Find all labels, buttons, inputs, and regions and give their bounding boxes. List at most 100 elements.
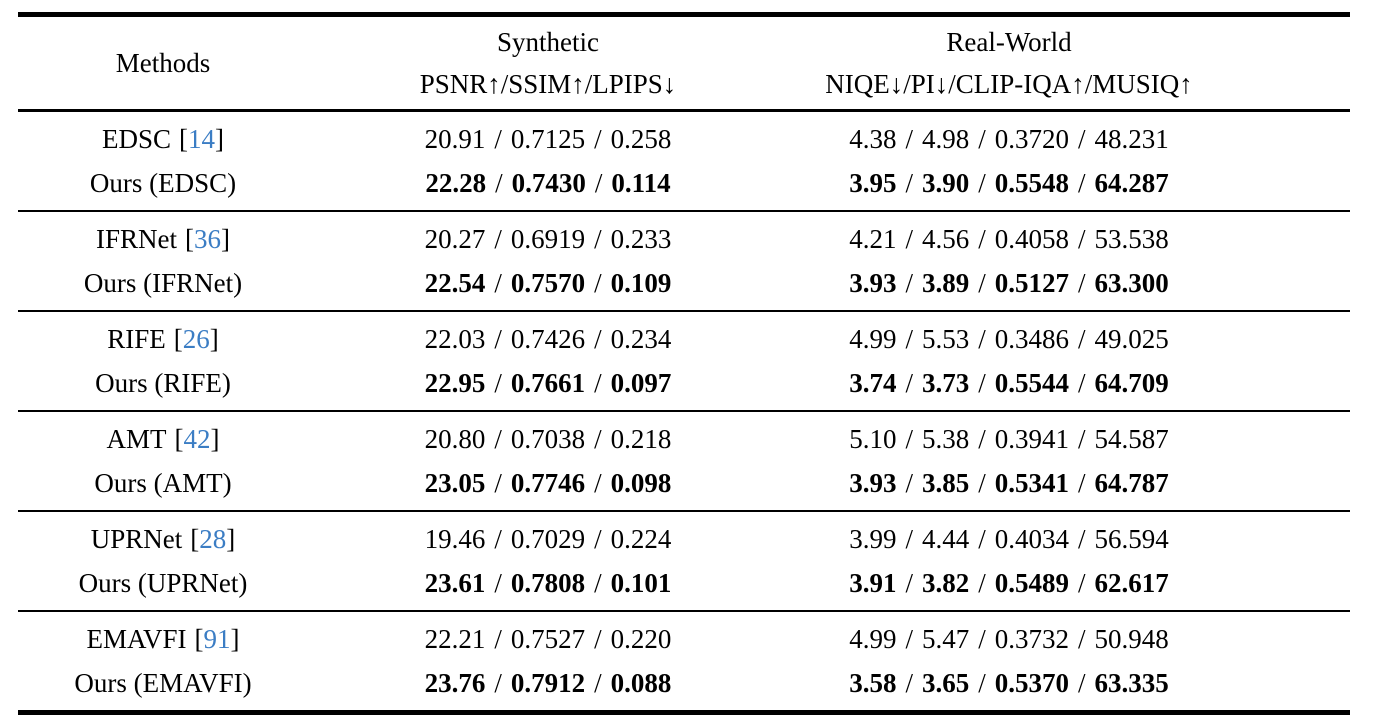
clip-iqa-value: 0.5548 [994, 167, 1069, 198]
realworld-values-cell: 4.99 / 5.47 / 0.3732 / 50.948 [788, 624, 1350, 655]
musiq-value: 63.300 [1094, 267, 1169, 298]
slash-separator: / [594, 567, 602, 598]
musiq-value: 62.617 [1094, 567, 1169, 598]
slash-separator: / [494, 623, 502, 654]
clip-iqa-value: 0.5370 [994, 667, 1069, 698]
slash-separator: / [494, 367, 502, 398]
niqe-value: 4.99 [849, 623, 897, 654]
pi-value: 4.98 [921, 123, 970, 154]
lpips-value: 0.258 [610, 123, 672, 154]
pi-value: 3.89 [921, 267, 970, 298]
synthetic-values-cell: 22.03 / 0.7426 / 0.234 [308, 324, 788, 355]
clip-iqa-value: 0.5341 [994, 467, 1069, 498]
pi-value: 4.44 [921, 523, 970, 554]
method-name-cell: Ours (EDSC) [18, 168, 308, 199]
slash-separator: / [1078, 467, 1086, 498]
slash-separator: / [494, 523, 502, 554]
bottom-rule [18, 710, 1350, 715]
cite-bracket-close: ] [226, 523, 236, 554]
method-group: RIFE [26] 22.03 / 0.7426 / 0.234 4.99 / 5.53 / 0.… [18, 312, 1350, 410]
ssim-value: 0.7808 [510, 567, 586, 598]
cite-bracket-open: [ [179, 123, 189, 154]
ours-row: Ours (IFRNet) 22.54/0.7570/0.109 3.93/3.… [18, 261, 1350, 305]
synthetic-title: Synthetic [497, 27, 599, 57]
slash-separator: / [594, 123, 602, 154]
musiq-value: 64.287 [1094, 167, 1169, 198]
method-name-cell: Ours (UPRNet) [18, 568, 308, 599]
slash-separator: / [978, 323, 986, 354]
method-group: EMAVFI [91] 22.21 / 0.7527 / 0.220 4.99 / 5.47 /… [18, 612, 1350, 710]
realworld-values-cell: 3.99 / 4.44 / 0.4034 / 56.594 [788, 524, 1350, 555]
citation-link[interactable]: 28 [199, 523, 227, 554]
method-name-cell: AMT [42] [18, 424, 308, 455]
lpips-value: 0.224 [610, 523, 672, 554]
niqe-value: 3.58 [849, 667, 897, 698]
ssim-value: 0.7125 [510, 123, 586, 154]
method-group: EDSC [14] 20.91/0.7125/0.258 4.38/4.98/0.… [18, 112, 1350, 210]
slash-separator: / [494, 267, 502, 298]
cite-bracket-open: [ [194, 623, 204, 654]
slash-separator: / [905, 323, 913, 354]
pi-value: 5.38 [921, 423, 970, 454]
ssim-value: 0.7661 [510, 367, 586, 398]
musiq-value: 53.538 [1094, 223, 1169, 254]
slash-separator: / [978, 267, 986, 298]
slash-separator: / [978, 123, 986, 154]
group-divider-rule [18, 510, 1350, 512]
slash-separator: / [978, 367, 986, 398]
realworld-values-cell: 3.93 / 3.89 / 0.5127 / 63.300 [788, 268, 1350, 299]
cite-bracket-close: ] [221, 223, 230, 254]
citation-link[interactable]: 26 [182, 323, 210, 354]
slash-separator: / [594, 667, 602, 698]
method-group: IFRNet [36] 20.27 / 0.6919 / 0.233 4.21 / 4.56 /… [18, 212, 1350, 310]
ssim-value: 0.7430 [511, 167, 586, 198]
citation-link[interactable]: 14 [188, 123, 216, 154]
ours-row: Ours (RIFE) 22.95 / 0.7661 / 0.097 3.74 / 3.73… [18, 361, 1350, 405]
slash-separator: / [1078, 267, 1086, 298]
clip-iqa-value: 0.4034 [994, 523, 1069, 554]
realworld-title: Real-World [946, 27, 1072, 57]
citation-link[interactable]: 42 [183, 423, 211, 454]
slash-separator: / [1078, 123, 1086, 154]
method-name: UPRNet [90, 523, 183, 554]
cite-bracket-close: ] [215, 123, 225, 154]
method-name: EDSC [101, 123, 172, 154]
synthetic-values-cell: 22.21 / 0.7527 / 0.220 [308, 624, 788, 655]
slash-separator: / [494, 223, 502, 254]
slash-separator: / [905, 467, 913, 498]
method-name-cell: Ours (RIFE) [18, 368, 308, 399]
lpips-value: 0.097 [610, 367, 672, 398]
slash-separator: / [905, 423, 913, 454]
lpips-value: 0.220 [610, 623, 672, 654]
slash-separator: / [978, 467, 986, 498]
citation-link[interactable]: 36 [194, 223, 221, 254]
ssim-value: 0.7746 [510, 467, 586, 498]
ours-row: Ours (AMT) 23.05 / 0.7746 / 0.098 3.93 / 3.85 /… [18, 461, 1350, 505]
clip-iqa-value: 0.3732 [994, 623, 1069, 654]
group-divider-rule [18, 410, 1350, 412]
lpips-value: 0.234 [610, 323, 672, 354]
clip-iqa-value: 0.5127 [994, 267, 1069, 298]
baseline-row: UPRNet [28] 19.46 / 0.7029 / 0.224 3.99 / 4.44 /… [18, 517, 1350, 561]
niqe-value: 3.74 [849, 367, 897, 398]
method-name: IFRNet [96, 223, 177, 254]
citation-link[interactable]: 91 [203, 623, 231, 654]
clip-iqa-value: 0.3720 [994, 123, 1069, 154]
slash-separator: / [1078, 423, 1086, 454]
slash-separator: / [494, 123, 502, 154]
psnr-value: 23.76 [424, 667, 486, 698]
psnr-value: 22.95 [424, 367, 486, 398]
method-name: Ours (IFRNet) [83, 267, 243, 298]
slash-separator: / [978, 623, 986, 654]
baseline-row: IFRNet [36] 20.27 / 0.6919 / 0.233 4.21 / 4.56 /… [18, 217, 1350, 261]
realworld-values-cell: 4.21 / 4.56 / 0.4058 / 53.538 [788, 224, 1350, 255]
ssim-value: 0.7570 [510, 267, 586, 298]
pi-value: 5.47 [921, 623, 970, 654]
slash-separator: / [1078, 223, 1086, 254]
method-group: AMT [42] 20.80 / 0.7038 / 0.218 5.10 / 5.38 / 0.3… [18, 412, 1350, 510]
synthetic-values-cell: 22.95 / 0.7661 / 0.097 [308, 368, 788, 399]
lpips-value: 0.101 [610, 567, 672, 598]
realworld-values-cell: 3.93 / 3.85 / 0.5341 / 64.787 [788, 468, 1350, 499]
synthetic-values-cell: 22.28 / 0.7430 / 0.114 [308, 168, 788, 199]
slash-separator: / [1078, 567, 1086, 598]
